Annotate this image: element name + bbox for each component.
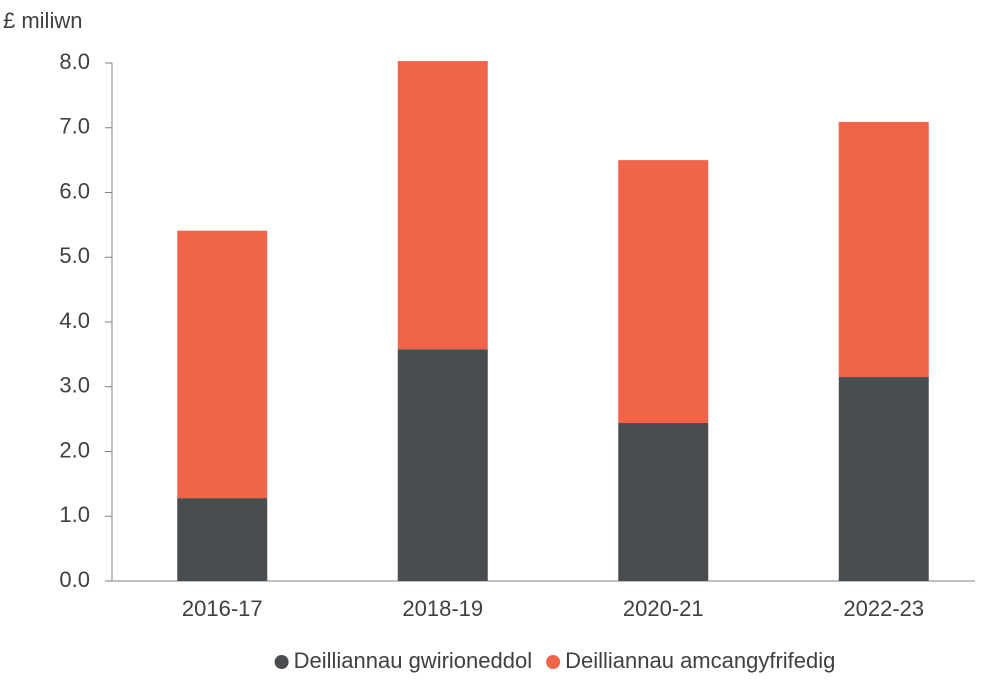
y-tick-label: 3.0 (59, 373, 90, 398)
y-axis-label: £ miliwn (3, 8, 82, 33)
x-tick-label: 2020-21 (623, 596, 704, 621)
x-tick-label: 2022-23 (843, 596, 924, 621)
y-tick-label: 1.0 (59, 502, 90, 527)
bar-segment (397, 349, 488, 581)
x-tick-label: 2016-17 (182, 596, 263, 621)
bar-segment (177, 498, 268, 581)
y-tick-label: 2.0 (59, 437, 90, 462)
legend-marker (274, 655, 289, 669)
x-tick-label: 2018-19 (402, 596, 483, 621)
bar-segment (838, 377, 929, 581)
bar-segment (618, 160, 709, 424)
y-tick-label: 4.0 (59, 308, 90, 333)
y-tick-label: 5.0 (59, 243, 90, 268)
bar-segment (177, 230, 268, 499)
legend-marker (546, 655, 561, 669)
legend-label: Deilliannau amcangyfrifedig (565, 648, 835, 673)
bar-segment (618, 423, 709, 581)
y-tick-label: 7.0 (59, 114, 90, 139)
legend-label: Deilliannau gwirioneddol (294, 648, 533, 673)
y-tick-label: 0.0 (59, 567, 90, 592)
bar-segment (397, 61, 488, 350)
y-tick-label: 6.0 (59, 178, 90, 203)
bar-segment (838, 121, 929, 378)
y-tick-label: 8.0 (59, 49, 90, 74)
